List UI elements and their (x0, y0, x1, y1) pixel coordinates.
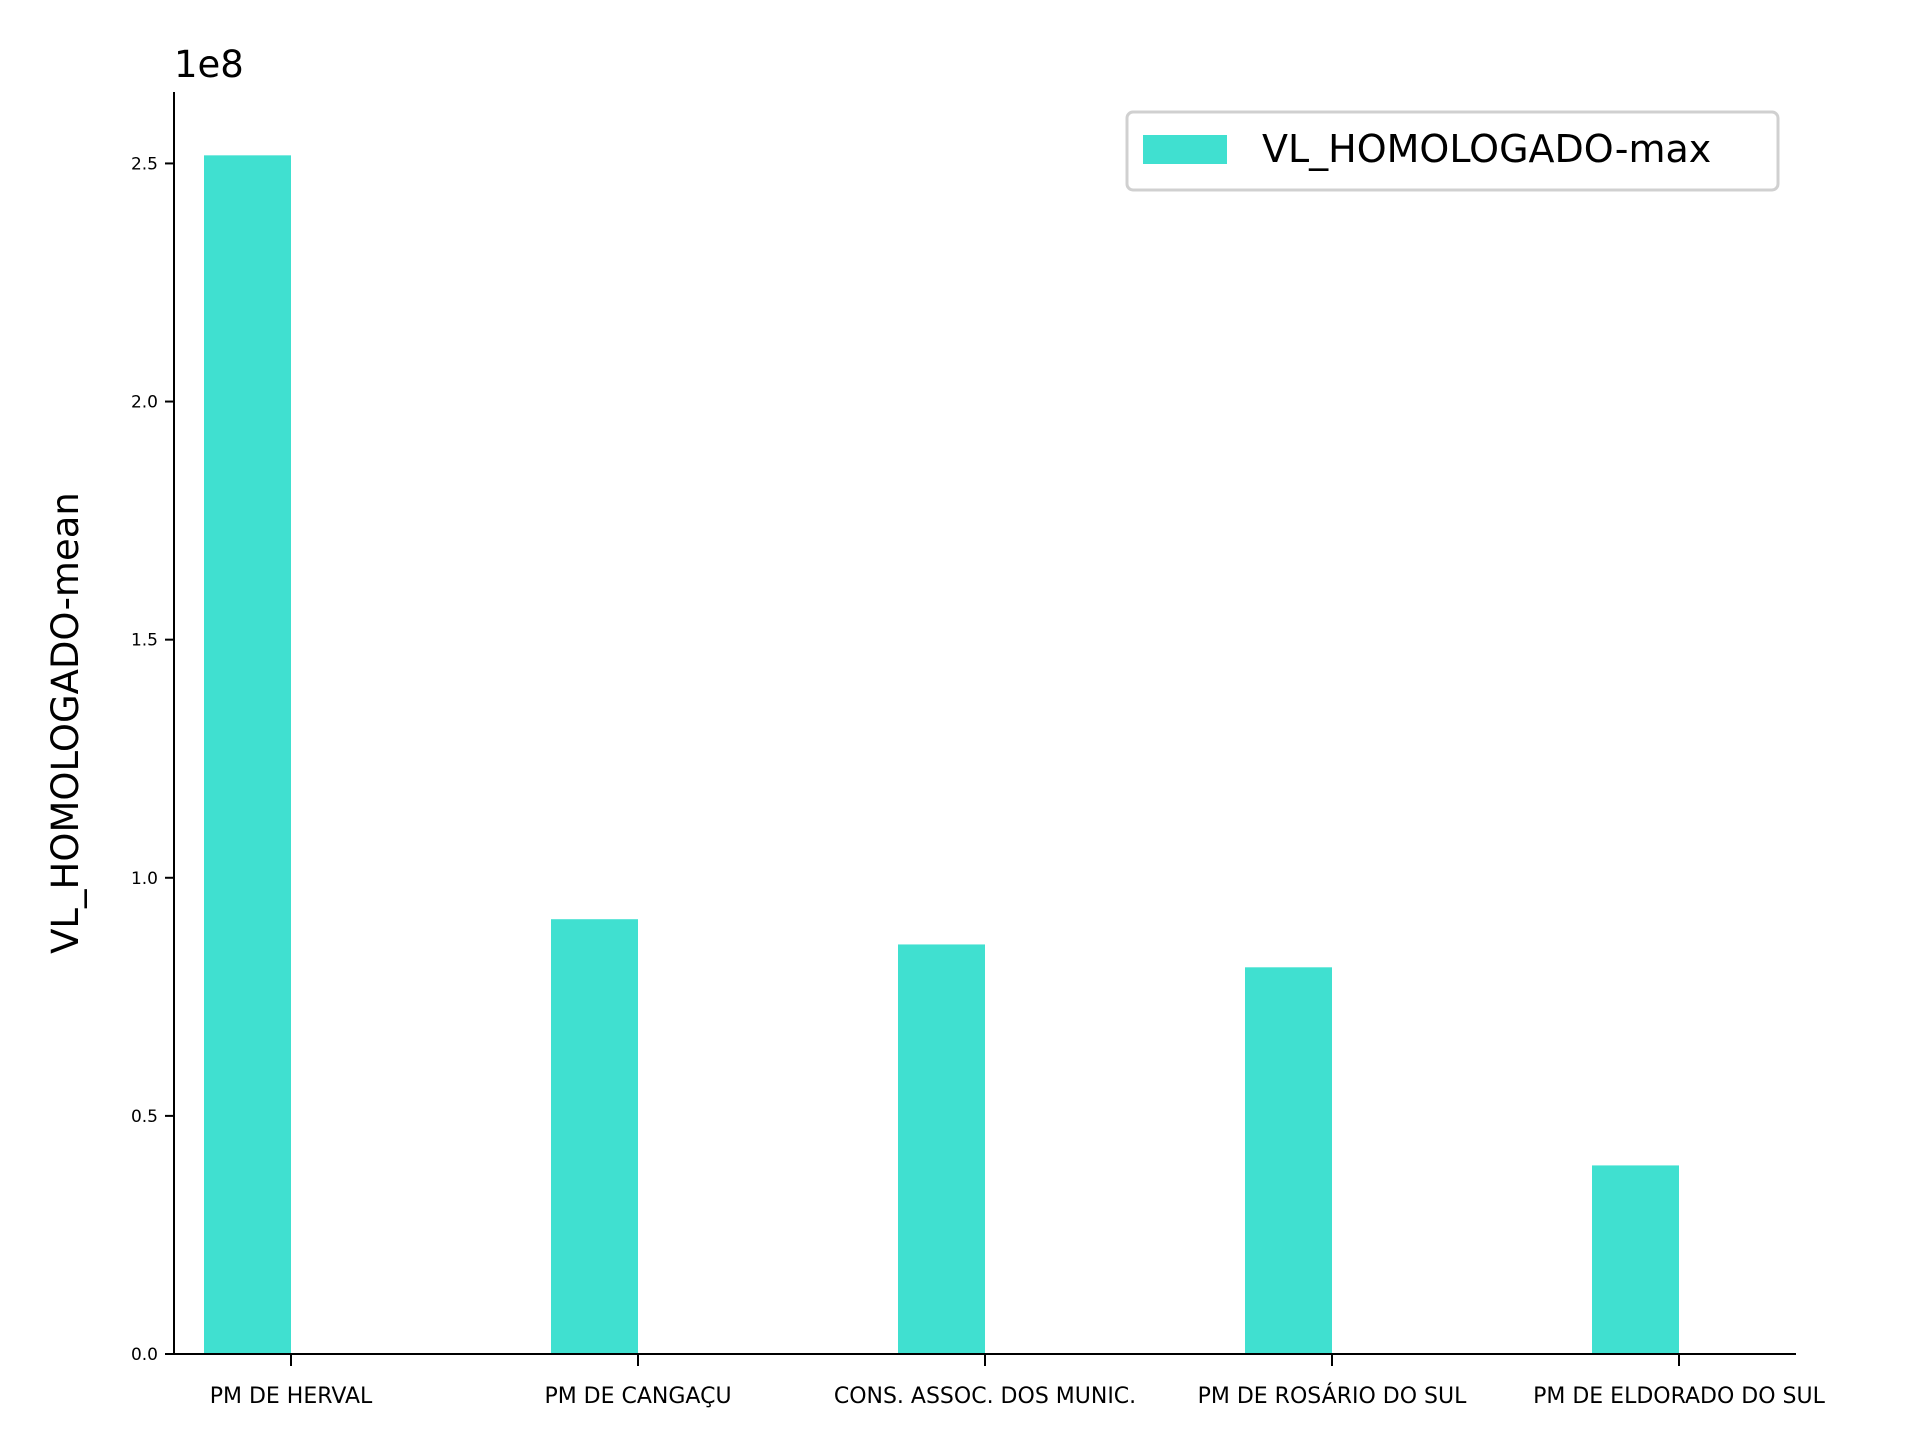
x-tick-label: PM DE HERVAL (210, 1384, 373, 1409)
y-tick-label: 0.0 (131, 1345, 158, 1365)
bar (551, 919, 638, 1354)
y-axis-label: VL_HOMOLOGADO-mean (44, 492, 87, 954)
bar (898, 944, 985, 1354)
x-tick-label: PM DE CANGAÇU (544, 1384, 731, 1409)
bar (204, 155, 291, 1354)
y-tick-label: 1.0 (131, 869, 158, 889)
y-tick-label: 2.5 (131, 154, 158, 174)
bar (1245, 967, 1332, 1354)
y-offset-label: 1e8 (174, 43, 244, 86)
y-ticks-group: 0.0 0.5 1.0 1.5 2.0 2.5 (131, 154, 174, 1365)
legend-label: VL_HOMOLOGADO-max (1262, 127, 1711, 171)
bar (1592, 1165, 1679, 1354)
x-ticks-group: PM DE HERVAL PM DE CANGAÇU CONS. ASSOC. DO… (210, 1354, 1826, 1409)
bars-group (204, 155, 1679, 1354)
y-tick-label: 1.5 (131, 631, 158, 651)
y-tick-label: 0.5 (131, 1107, 158, 1127)
legend-swatch (1143, 135, 1227, 164)
legend-box (1125, 110, 1780, 192)
x-tick-label: PM DE ELDORADO DO SUL (1533, 1384, 1826, 1409)
y-tick-label: 2.0 (131, 393, 158, 413)
legend: VL_HOMOLOGADO-max (1125, 110, 1780, 192)
x-tick-label: CONS. ASSOC. DOS MUNIC. (834, 1384, 1136, 1409)
x-tick-label: PM DE ROSÁRIO DO SUL (1198, 1383, 1468, 1409)
